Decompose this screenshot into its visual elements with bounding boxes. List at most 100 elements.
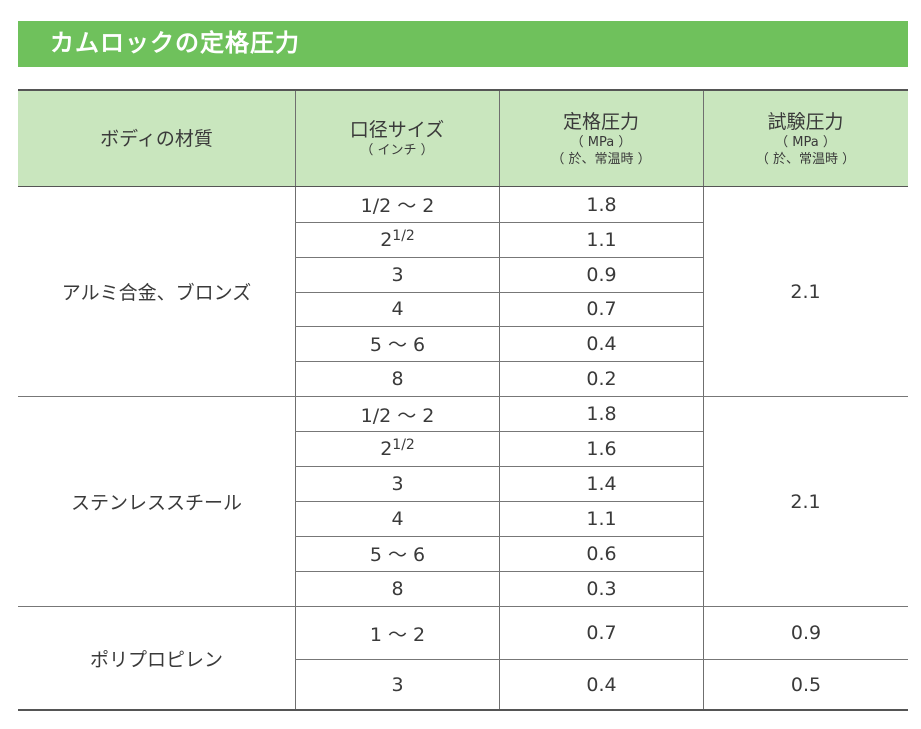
size-cell: 21/2 — [296, 431, 499, 466]
rated-cell: 1.1 — [500, 501, 703, 536]
group-divider — [18, 396, 908, 397]
material-cell: アルミ合金、ブロンズ — [18, 187, 295, 396]
row-divider — [295, 466, 703, 467]
size-cell: 3 — [296, 466, 499, 501]
size-cell: 3 — [296, 660, 499, 709]
table-top-rule — [18, 89, 908, 91]
material-cell: ステンレススチール — [18, 397, 295, 606]
rated-value: 0.7 — [586, 622, 617, 644]
table-header-background — [18, 91, 908, 186]
rated-value: 1.6 — [586, 437, 617, 460]
size-value: 5 ～ 6 — [369, 544, 426, 566]
rated-cell: 1.4 — [500, 466, 703, 501]
rated-value: 0.4 — [586, 673, 617, 696]
rated-cell: 1.1 — [500, 222, 703, 257]
size-cell: 4 — [296, 292, 499, 326]
size-value: 5 ～ 6 — [369, 334, 426, 356]
rated-cell: 0.7 — [500, 292, 703, 326]
material-label: アルミ合金、ブロンズ — [61, 282, 252, 304]
rated-cell: 0.9 — [500, 257, 703, 292]
header-rated-label: 定格圧力 — [562, 110, 639, 133]
rated-cell: 0.4 — [500, 660, 703, 709]
size-whole: 2 — [380, 438, 393, 460]
size-cell: 1/2 ～ 2 — [296, 397, 499, 431]
size-value: 4 — [391, 507, 404, 530]
size-cell: 21/2 — [296, 222, 499, 257]
size-value: 8 — [391, 577, 404, 600]
size-value: 3 — [391, 673, 404, 696]
rated-cell: 0.6 — [500, 536, 703, 571]
size-cell: 1/2 ～ 2 — [296, 187, 499, 222]
size-fraction: 1/2 — [392, 228, 415, 244]
header-bottom-rule — [18, 186, 908, 187]
rated-value: 1.8 — [586, 403, 617, 425]
header-material-label: ボディの材質 — [100, 127, 213, 150]
row-divider — [295, 431, 703, 432]
row-divider — [295, 222, 703, 223]
rated-cell: 0.3 — [500, 571, 703, 606]
row-divider — [295, 257, 703, 258]
rated-value: 1.1 — [586, 507, 617, 530]
rated-value: 0.9 — [586, 263, 617, 286]
material-label: ポリプロピレン — [89, 648, 223, 671]
size-value: 8 — [391, 367, 404, 390]
material-cell: ポリプロピレン — [18, 607, 295, 709]
rated-value: 1.1 — [586, 228, 617, 251]
size-value: 3 — [391, 472, 404, 495]
test-pressure-cell: 0.5 — [704, 660, 908, 709]
rated-value: 0.6 — [586, 542, 617, 565]
rated-cell: 1.6 — [500, 431, 703, 466]
row-divider — [295, 361, 703, 362]
rated-cell: 1.8 — [500, 187, 703, 222]
group-divider — [18, 606, 908, 607]
rated-cell: 0.7 — [500, 607, 703, 659]
test-pressure-cell: 2.1 — [703, 397, 908, 606]
size-value: 4 — [391, 298, 404, 320]
header-test-label: 試験圧力 — [767, 110, 844, 133]
header-size-unit: （ インチ ） — [360, 143, 434, 158]
size-value: 3 — [391, 263, 404, 286]
header-rated-unit: （ MPa ） — [570, 134, 632, 150]
header-test-condition: （ 於、常温時 ） — [755, 151, 856, 167]
header-size-label: 口径サイズ — [349, 119, 445, 141]
test-pressure-value: 0.9 — [790, 622, 822, 644]
size-cell: 4 — [296, 501, 499, 536]
test-pressure-value: 0.5 — [790, 673, 822, 696]
test-pressure-value: 2.1 — [790, 280, 821, 303]
rated-value: 0.2 — [586, 367, 617, 390]
header-material: ボディの材質 — [18, 91, 295, 186]
material-label: ステンレススチール — [70, 492, 242, 514]
row-divider — [295, 571, 703, 572]
size-whole: 2 — [380, 229, 393, 251]
size-value: 21/2 — [380, 228, 415, 251]
test-pressure-cell: 0.9 — [704, 607, 908, 659]
size-cell: 5 ～ 6 — [296, 536, 499, 571]
row-divider — [295, 292, 703, 293]
row-divider — [295, 501, 703, 502]
rated-value: 0.4 — [586, 332, 617, 355]
page-title: カムロックの定格圧力 — [50, 29, 300, 57]
rated-value: 1.8 — [586, 193, 617, 216]
size-value: 1/2 ～ 2 — [360, 195, 435, 217]
header-rated-pressure: 定格圧力 （ MPa ） （ 於、常温時 ） — [499, 91, 703, 186]
size-value: 21/2 — [380, 437, 415, 460]
header-test-unit: （ MPa ） — [775, 134, 836, 150]
rated-cell: 0.2 — [500, 361, 703, 396]
header-rated-condition: （ 於、常温時 ） — [551, 151, 651, 167]
column-divider — [295, 91, 296, 710]
column-divider — [703, 91, 704, 710]
test-pressure-cell: 2.1 — [703, 187, 908, 396]
rated-value: 0.7 — [586, 298, 617, 320]
size-cell: 3 — [296, 257, 499, 292]
row-divider — [295, 326, 703, 327]
row-divider — [295, 659, 908, 660]
rated-cell: 1.8 — [500, 397, 703, 431]
row-divider — [295, 536, 703, 537]
header-test-pressure: 試験圧力 （ MPa ） （ 於、常温時 ） — [703, 91, 908, 186]
size-cell: 8 — [296, 361, 499, 396]
size-cell: 8 — [296, 571, 499, 606]
column-divider — [499, 91, 500, 710]
size-fraction: 1/2 — [392, 437, 415, 453]
title-bar: カムロックの定格圧力 — [18, 21, 908, 67]
table-bottom-rule — [18, 709, 908, 711]
